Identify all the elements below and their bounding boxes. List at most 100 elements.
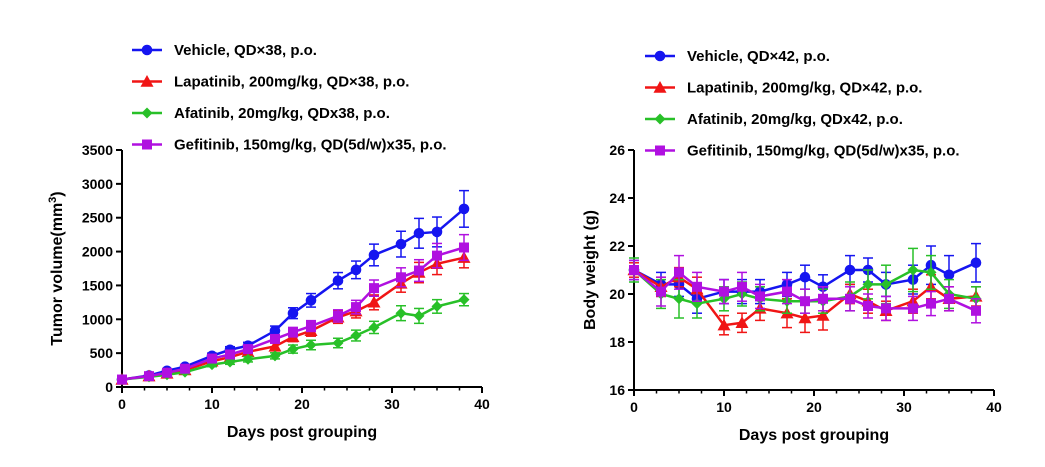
x-axis-title: Days post grouping — [227, 424, 377, 441]
data-point — [414, 265, 424, 276]
y-tick-label: 26 — [609, 142, 625, 158]
x-tick-label: 10 — [204, 396, 220, 412]
data-point — [162, 367, 172, 378]
y-tick-label: 22 — [609, 238, 625, 254]
y-tick-label: 1500 — [82, 277, 113, 293]
legend-item-vehicle: Vehicle, QD×38, p.o. — [132, 42, 317, 59]
y-tick-label: 20 — [609, 286, 625, 302]
data-point — [798, 311, 812, 324]
data-point — [333, 310, 343, 321]
legend-label: Lapatinib, 200mg/kg, QD×42, p.o. — [687, 80, 922, 97]
legend-label: Gefitinib, 150mg/kg, QD(5d/w)x35, p.o. — [687, 143, 960, 160]
legend-marker — [653, 81, 667, 93]
y-axis-title-superscript: 3 — [47, 197, 59, 203]
data-point — [306, 321, 316, 332]
data-point — [305, 339, 317, 351]
y-tick-label: 1000 — [82, 311, 113, 327]
data-point — [395, 307, 407, 319]
legend-marker — [655, 145, 665, 156]
data-point — [881, 303, 891, 314]
data-point — [368, 321, 380, 333]
data-point — [350, 264, 362, 276]
data-point — [431, 226, 443, 238]
legend-label: Vehicle, QD×38, p.o. — [174, 42, 317, 59]
data-point — [816, 309, 830, 321]
x-tick-label: 20 — [806, 399, 822, 415]
data-point — [737, 281, 747, 292]
legend-marker — [140, 75, 154, 87]
data-point — [396, 272, 406, 283]
data-point — [925, 266, 937, 278]
data-point — [844, 264, 856, 276]
x-tick-label: 30 — [384, 396, 400, 412]
y-axis-title-text: Tumor volume(mm — [49, 203, 66, 346]
x-tick-label: 10 — [716, 399, 732, 415]
data-point — [368, 249, 380, 261]
data-point — [880, 278, 892, 290]
tumor-volume-chart: 0 10 20 30 40 0 500 1000 1500 2000 2500 3000 3500 Day… — [47, 42, 490, 441]
data-point — [692, 281, 702, 292]
data-point — [926, 298, 936, 309]
data-point — [269, 325, 281, 337]
legend-item-afatinib: Afatinib, 20mg/kg, QDx38, p.o. — [132, 105, 390, 122]
y-axis-title-text: Body weight (g) — [582, 210, 599, 330]
data-point — [818, 293, 828, 304]
legend-label: Lapatinib, 200mg/kg, QD×38, p.o. — [174, 74, 409, 91]
data-point — [673, 293, 685, 305]
y-tick-label: 18 — [609, 334, 625, 350]
data-point — [656, 286, 666, 297]
data-point — [431, 300, 443, 312]
y-axis-title-close: ) — [49, 191, 66, 196]
data-point — [242, 353, 254, 365]
data-point — [367, 295, 381, 308]
data-point — [907, 264, 919, 276]
legend-item-gefitinib: Gefitinib, 150mg/kg, QD(5d/w)x35, p.o. — [645, 143, 960, 160]
data-point — [674, 267, 684, 278]
x-axis-title: Days post grouping — [739, 427, 889, 444]
y-tick-label: 2500 — [82, 210, 113, 226]
data-point — [350, 330, 362, 342]
data-point — [270, 333, 280, 344]
data-point — [782, 286, 792, 297]
data-point — [970, 257, 982, 269]
y-tick-label: 16 — [609, 382, 625, 398]
legend-marker — [141, 44, 153, 56]
y-axis-title: Tumor volume(mm3) — [47, 191, 66, 345]
data-point — [243, 344, 253, 355]
legend-item-afatinib: Afatinib, 20mg/kg, QDx42, p.o. — [645, 111, 903, 128]
series-vehicle — [116, 189, 470, 385]
y-tick-label: 3500 — [82, 142, 113, 158]
data-point — [144, 371, 154, 382]
legend-marker — [142, 139, 152, 150]
data-point — [288, 327, 298, 338]
data-point — [432, 250, 442, 261]
legend-label: Afatinib, 20mg/kg, QDx42, p.o. — [687, 111, 903, 128]
data-point — [862, 278, 874, 290]
legend-label: Afatinib, 20mg/kg, QDx38, p.o. — [174, 105, 390, 122]
data-point — [395, 238, 407, 250]
data-point — [269, 350, 281, 362]
data-point — [755, 291, 765, 302]
data-point — [332, 337, 344, 349]
y-tick-label: 24 — [609, 190, 625, 206]
x-tick-label: 20 — [294, 396, 310, 412]
data-point — [287, 343, 299, 355]
data-point — [369, 283, 379, 294]
data-point — [735, 316, 749, 328]
y-axis-title: Body weight (g) — [582, 210, 599, 330]
data-point — [207, 353, 217, 364]
data-point — [413, 227, 425, 239]
x-tick-label: 0 — [118, 396, 126, 412]
data-point — [719, 286, 729, 297]
data-point — [944, 293, 954, 304]
x-tick-label: 40 — [474, 396, 490, 412]
data-point — [287, 307, 299, 319]
data-point — [117, 374, 127, 385]
y-tick-label: 3000 — [82, 176, 113, 192]
legend-item-lapatinib: Lapatinib, 200mg/kg, QD×42, p.o. — [645, 80, 922, 97]
legend-item-gefitinib: Gefitinib, 150mg/kg, QD(5d/w)x35, p.o. — [132, 137, 447, 154]
y-tick-label: 500 — [90, 345, 114, 361]
data-point — [863, 301, 873, 311]
data-point — [845, 293, 855, 304]
data-point — [799, 271, 811, 283]
